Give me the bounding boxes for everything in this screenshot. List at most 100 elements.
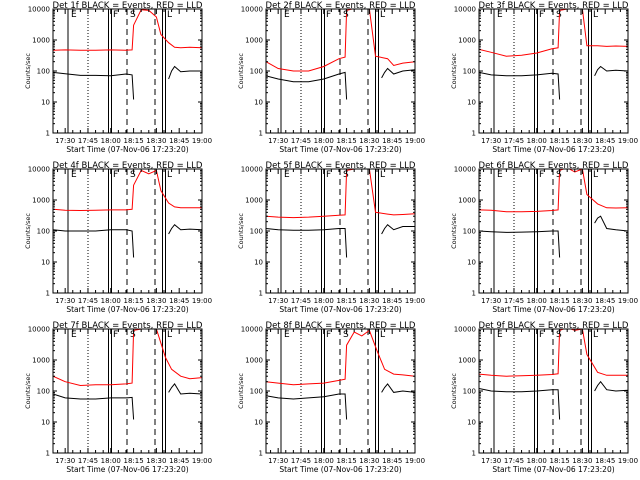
y-tick-label: 100 (250, 68, 263, 76)
y-tick-label: 1000 (245, 357, 263, 365)
y-tick-label: 10 (254, 259, 263, 267)
y-tick-label: 10 (467, 419, 476, 427)
x-tick-label: 17:45 (291, 297, 311, 305)
marker-label-E: E (71, 330, 77, 340)
y-tick-label: 1 (259, 290, 263, 298)
y-tick-label: 10 (467, 259, 476, 267)
x-tick-label: 17:30 (55, 457, 75, 465)
y-tick-label: 1 (472, 450, 476, 458)
panel-title: Det 1f BLACK = Events, RED = LLD (53, 1, 203, 11)
x-tick-label: 18:15 (123, 137, 143, 145)
y-tick-label: 10000 (241, 6, 263, 14)
x-tick-label: 17:30 (481, 297, 501, 305)
x-tick-label: 19:00 (405, 137, 425, 145)
lld-curve (266, 329, 415, 386)
events-curve (266, 383, 415, 420)
marker-label-E: E (71, 170, 77, 180)
marker-label-L: L (593, 10, 598, 20)
x-tick-label: 18:45 (169, 457, 189, 465)
events-curve (479, 65, 628, 100)
marker-label-F: F (113, 10, 118, 20)
marker-label-F: F (539, 170, 544, 180)
marker-label-F: F (326, 10, 331, 20)
y-axis-label: Counts/sec (24, 213, 32, 249)
y-tick-label: 10000 (28, 326, 50, 334)
events-curve (53, 383, 202, 420)
x-tick-label: 18:00 (527, 297, 547, 305)
x-tick-label: 18:45 (595, 457, 615, 465)
x-axis-label: Start Time (07-Nov-06 17:23:20) (279, 305, 401, 314)
panel-title: Det 2f BLACK = Events, RED = LLD (266, 1, 416, 11)
y-axis-label: Counts/sec (24, 373, 32, 409)
y-axis-label: Counts/sec (24, 53, 32, 89)
x-tick-label: 17:30 (55, 297, 75, 305)
x-tick-label: 18:30 (359, 297, 379, 305)
x-tick-label: 17:30 (268, 137, 288, 145)
y-tick-label: 1 (259, 450, 263, 458)
marker-label-L: L (380, 10, 385, 20)
marker-label-F: F (539, 330, 544, 340)
x-tick-label: 18:30 (146, 457, 166, 465)
x-tick-label: 19:00 (618, 457, 638, 465)
y-tick-label: 100 (463, 68, 476, 76)
x-axis-label: Start Time (07-Nov-06 17:23:20) (492, 305, 614, 314)
x-tick-label: 18:00 (314, 297, 334, 305)
y-axis-label: Counts/sec (237, 213, 245, 249)
marker-label-F: F (113, 330, 118, 340)
events-curve (266, 223, 415, 258)
x-tick-label: 17:45 (78, 137, 98, 145)
x-tick-label: 18:15 (336, 137, 356, 145)
marker-label-E: E (284, 330, 290, 340)
panel-title: Det 4f BLACK = Events, RED = LLD (53, 161, 203, 171)
x-tick-label: 18:00 (101, 137, 121, 145)
x-tick-label: 18:00 (101, 457, 121, 465)
marker-label-L: L (167, 330, 172, 340)
y-tick-label: 10000 (454, 6, 476, 14)
y-tick-label: 10000 (241, 166, 263, 174)
y-tick-label: 100 (463, 228, 476, 236)
x-tick-label: 17:30 (268, 457, 288, 465)
x-tick-label: 18:00 (101, 297, 121, 305)
y-tick-label: 10 (254, 419, 263, 427)
x-tick-label: 18:45 (382, 137, 402, 145)
y-axis-label: Counts/sec (450, 213, 458, 249)
x-tick-label: 18:30 (146, 297, 166, 305)
panel-title: Det 7f BLACK = Events, RED = LLD (53, 321, 203, 331)
x-tick-label: 18:30 (572, 297, 592, 305)
x-tick-label: 19:00 (405, 297, 425, 305)
y-tick-label: 1 (46, 130, 50, 138)
y-tick-label: 100 (250, 388, 263, 396)
x-axis-label: Start Time (07-Nov-06 17:23:20) (279, 145, 401, 154)
marker-label-L: L (380, 170, 385, 180)
x-tick-label: 18:15 (123, 297, 143, 305)
marker-label-F: F (539, 10, 544, 20)
x-tick-label: 17:45 (504, 137, 524, 145)
marker-label-S: S (343, 330, 349, 340)
x-axis-label: Start Time (07-Nov-06 17:23:20) (492, 465, 614, 474)
y-tick-label: 10000 (28, 166, 50, 174)
marker-label-E: E (497, 10, 503, 20)
marker-label-L: L (167, 10, 172, 20)
y-tick-label: 1000 (458, 37, 476, 45)
panel-title: Det 5f BLACK = Events, RED = LLD (266, 161, 416, 171)
marker-label-S: S (130, 10, 136, 20)
x-tick-label: 18:15 (123, 457, 143, 465)
events-curve (53, 65, 202, 100)
y-tick-label: 1000 (32, 37, 50, 45)
panel-title: Det 6f BLACK = Events, RED = LLD (479, 161, 629, 171)
y-tick-label: 10000 (454, 326, 476, 334)
x-tick-label: 18:45 (382, 457, 402, 465)
x-tick-label: 17:45 (78, 297, 98, 305)
y-tick-label: 10 (254, 99, 263, 107)
marker-label-E: E (497, 170, 503, 180)
y-tick-label: 100 (250, 228, 263, 236)
x-tick-label: 19:00 (618, 137, 638, 145)
x-tick-label: 18:30 (359, 457, 379, 465)
marker-label-L: L (167, 170, 172, 180)
